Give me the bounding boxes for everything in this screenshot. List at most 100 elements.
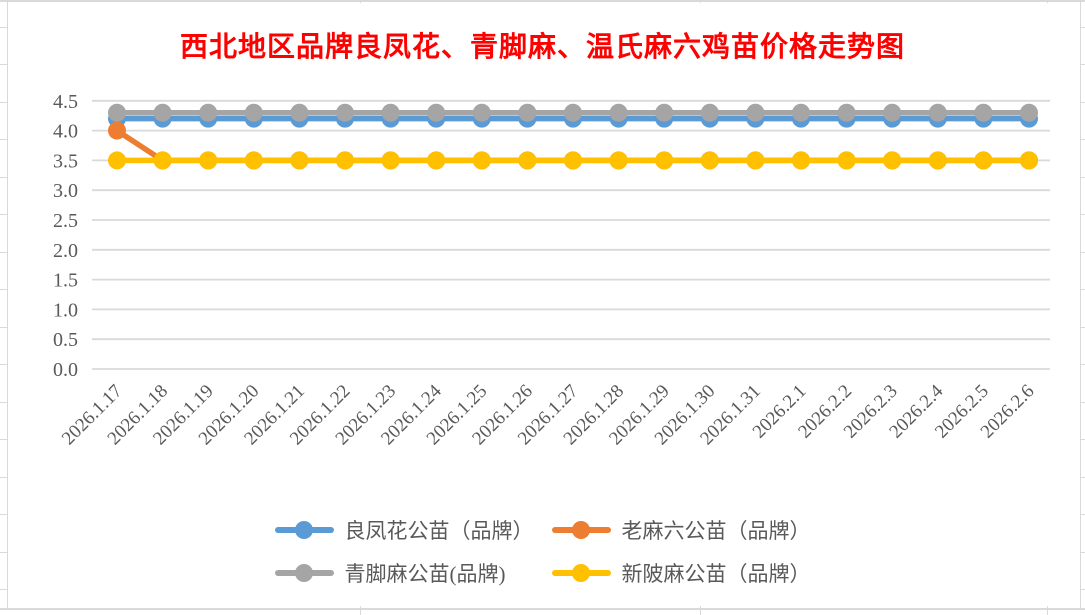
legend-dot-icon [572,564,590,582]
sheet-row-border [1081,289,1085,290]
data-point [746,151,765,170]
data-point [792,151,810,170]
data-point [883,103,902,122]
legend-line-marker-icon [551,564,611,582]
sheet-row-border [1081,514,1085,515]
legend-item: 老麻六公苗（品牌） [551,515,811,545]
y-axis-tick-label: 1.5 [53,270,78,292]
data-point [518,103,537,122]
legend-label: 青脚麻公苗(品牌) [344,562,506,586]
sheet-row-border [0,477,7,478]
legend: 良凤花公苗（品牌） 老麻六公苗（品牌） 青脚麻公苗(品牌) 新陂麻公苗（品牌） [0,515,1085,588]
data-point [427,103,446,122]
sheet-row-border [0,27,7,28]
sheet-row-border [0,327,7,328]
sheet-column-border [1047,606,1048,615]
data-point [108,121,126,140]
sheet-row-border [1081,177,1085,178]
legend-dot-icon [295,521,313,539]
sheet-column-border [360,606,361,615]
sheet-column-border [360,0,361,3]
data-point [700,103,719,122]
data-point [1020,151,1038,170]
sheet-row-border [0,102,7,103]
data-point [609,103,628,122]
sheet-row-border [1081,214,1085,215]
sheet-column-border [1047,0,1048,3]
chart-bottom-border [0,608,1085,610]
sheet-row-border [0,402,7,403]
sheet-row-border [1081,252,1085,253]
data-point [928,151,947,170]
legend-dot-icon [572,521,590,539]
data-point [199,103,218,122]
sheet-row-border [1081,364,1085,365]
data-point [564,103,582,122]
sheet-row-border [0,439,7,440]
data-point [381,103,400,122]
sheet-row-border [0,139,7,140]
legend-line-marker-icon [551,521,611,539]
sheet-row-border [0,177,7,178]
sheet-row-border [0,364,7,365]
sheet-row-border [0,289,7,290]
data-point [700,151,719,170]
legend-line-marker-icon [274,521,334,539]
sheet-column-border [700,0,701,3]
y-axis-tick-label: 4.5 [53,91,78,113]
sheet-column-border [700,606,701,615]
data-point [381,151,400,170]
sheet-row-border [0,514,7,515]
sheet-row-border [1081,402,1085,403]
sheet-row-border [1081,552,1085,553]
data-point [336,151,354,170]
sheet-top-border [0,0,1085,2]
data-point [837,151,856,170]
data-point [472,103,491,122]
sheet-row-border [1081,589,1085,590]
data-point [883,151,902,170]
data-point [290,151,309,170]
data-point [837,103,856,122]
data-point [974,151,993,170]
sheet-row-border [1081,327,1085,328]
sheet-row-border [1081,477,1085,478]
legend-item: 良凤花公苗（品牌） [274,515,534,545]
sheet-row-border [1081,64,1085,65]
y-axis-tick-label: 2.5 [53,210,78,232]
data-point [655,151,674,170]
data-point [427,151,446,170]
data-point [518,151,537,170]
legend-line-marker-icon [274,564,334,582]
data-point [974,103,993,122]
sheet-row-border [1081,102,1085,103]
y-axis-tick-label: 1.0 [53,299,78,321]
data-point [290,103,309,122]
y-axis-tick-label: 3.5 [53,150,78,172]
data-point [609,151,628,170]
sheet-row-border [0,252,7,253]
sheet-row-border [0,64,7,65]
sheet-row-border [1081,27,1085,28]
y-axis-tick-label: 2.0 [53,240,78,262]
sheet-row-border [1081,439,1085,440]
y-axis-tick-label: 0.5 [53,329,78,351]
data-point [746,103,765,122]
data-point [928,103,947,122]
legend-label: 良凤花公苗（品牌） [344,519,534,543]
data-point [1020,103,1038,122]
y-axis-tick-label: 0.0 [53,359,78,381]
data-point [108,103,126,122]
data-point [153,151,172,170]
chart-right-border [1080,1,1081,609]
sheet-row-border [1081,139,1085,140]
data-point [655,103,674,122]
data-point [108,151,126,170]
chart-title: 西北地区品牌良凤花、青脚麻、温氏麻六鸡苗价格走势图 [179,32,905,63]
sheet-row-border [0,552,7,553]
data-point [199,151,218,170]
data-point [472,151,491,170]
legend-label: 新陂麻公苗（品牌） [621,562,811,586]
